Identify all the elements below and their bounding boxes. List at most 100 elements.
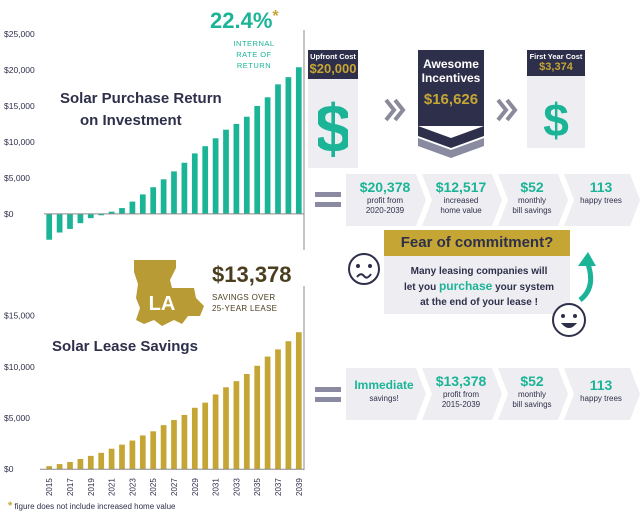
x-tick-label: 2025: [149, 478, 158, 496]
double-chevron-right-icon-2: [496, 98, 518, 122]
bar: [171, 420, 177, 470]
x-tick-label: 2015: [45, 478, 54, 496]
lease-chart: $15,000$10,000$5,000$0 2015 2017 2019 2021 2…: [4, 286, 305, 496]
footnote-asterisk: *: [8, 500, 13, 512]
bar: [243, 116, 250, 214]
bar: [254, 365, 261, 470]
dollar-sign-icon-small: $: [543, 94, 569, 144]
bar: [77, 458, 84, 470]
bar: [254, 105, 261, 214]
fear-heading: Fear of commitment?: [384, 230, 570, 256]
bar: [129, 440, 136, 470]
bar: [108, 448, 115, 470]
purchase-chart-y-axis: $25,000 $20,000 $15,000 $10,000 $5,000 $0: [4, 29, 35, 219]
purchase-chart-title: Solar Purchase Return on Investment: [60, 90, 222, 129]
bar: [139, 435, 146, 470]
bar: [295, 332, 302, 470]
svg-text:$: $: [318, 91, 348, 162]
x-tick-label: 2021: [108, 478, 117, 496]
bar: [119, 444, 125, 470]
bar: [243, 373, 250, 470]
lease-stat-happy-trees: 113 happy trees: [580, 377, 622, 403]
bar: [191, 153, 198, 214]
bar: [223, 129, 229, 214]
x-tick-label: 2039: [295, 478, 304, 496]
bar: [191, 407, 198, 470]
bar: [171, 171, 177, 214]
incentives-chevron: [418, 126, 484, 158]
x-tick-label: 2035: [253, 478, 262, 496]
y-tick-label: $5,000: [4, 173, 30, 183]
lease-savings-value: $13,378: [212, 262, 292, 287]
irr-label: INTERNAL RATE OF RETURN: [233, 39, 275, 70]
y-tick-label: $10,000: [4, 362, 35, 372]
bar: [46, 466, 53, 470]
y-tick-label: $0: [4, 209, 14, 219]
bar: [67, 213, 73, 229]
incentives-panel: Awesome Incentives $16,626: [418, 50, 484, 126]
bar: [160, 425, 167, 470]
irr-value: 22.4%*: [210, 8, 279, 33]
bar: [202, 146, 209, 214]
bar: [295, 67, 302, 214]
y-tick-label: $15,000: [4, 101, 35, 111]
footnote: * figure does not include increased home…: [8, 500, 176, 512]
purchase-chart-bars: [46, 67, 302, 240]
bar: [264, 356, 271, 470]
bar: [77, 213, 84, 224]
y-tick-label: $5,000: [4, 413, 30, 423]
svg-text:$: $: [543, 94, 569, 144]
bar: [46, 213, 53, 240]
lease-savings-label: SAVINGS OVER 25-YEAR LEASE: [212, 293, 278, 313]
bar: [139, 194, 146, 214]
lease-stat-profit: $13,378 profit from 2015-2039: [435, 373, 487, 409]
bar: [285, 77, 292, 214]
y-tick-label: $20,000: [4, 65, 35, 75]
x-tick-label: 2031: [212, 478, 221, 496]
lease-stats-chevrons: [346, 368, 640, 420]
bar: [212, 394, 219, 470]
x-tick-label: 2017: [66, 478, 75, 496]
x-tick-label: 2023: [128, 478, 137, 496]
bar: [87, 213, 94, 219]
y-tick-label: $0: [4, 464, 14, 474]
bar: [285, 341, 292, 470]
bar: [212, 138, 219, 214]
double-chevron-right-icon: [384, 98, 406, 122]
x-tick-label: 2037: [274, 478, 283, 496]
louisiana-map-icon: LA: [134, 260, 204, 326]
lease-stat-immediate: Immediate savings!: [354, 378, 414, 403]
x-tick-label: 2027: [170, 478, 179, 496]
curved-up-arrow-icon: [578, 252, 596, 302]
stat-monthly-savings: $52 monthly bill savings: [512, 179, 552, 215]
worried-face-icon: [348, 253, 380, 285]
state-abbr: LA: [149, 293, 176, 315]
bar: [275, 84, 281, 214]
equals-icon: [315, 192, 341, 207]
lease-chart-y-axis: $15,000 $10,000 $5,000 $0: [4, 311, 35, 475]
bar: [181, 414, 188, 470]
bar: [119, 208, 125, 214]
bar: [233, 381, 240, 470]
upfront-cost-header: Upfront Cost $20,000: [308, 50, 358, 79]
bar: [275, 349, 281, 470]
stat-happy-trees: 113 happy trees: [580, 179, 622, 205]
bar: [160, 179, 167, 214]
bar: [98, 213, 105, 216]
lease-chart-x-axis: 2015 2017 2019 2021 2023 2025 2027 2029 2031 2033…: [45, 478, 304, 496]
bar: [264, 97, 271, 214]
bar: [150, 187, 157, 214]
y-tick-label: $25,000: [4, 29, 35, 39]
bar: [67, 462, 73, 470]
lease-chart-bars: [46, 332, 302, 470]
fear-text: Many leasing companies will let you purc…: [403, 266, 555, 308]
stat-home-value: $12,517 increased home value: [435, 179, 487, 215]
bar: [202, 402, 209, 470]
bar: [223, 387, 229, 470]
bar: [56, 464, 63, 470]
bar: [98, 452, 105, 470]
bar: [233, 123, 240, 214]
happy-face-icon: [552, 303, 586, 337]
y-tick-label: $10,000: [4, 137, 35, 147]
y-tick-label: $15,000: [4, 311, 35, 321]
